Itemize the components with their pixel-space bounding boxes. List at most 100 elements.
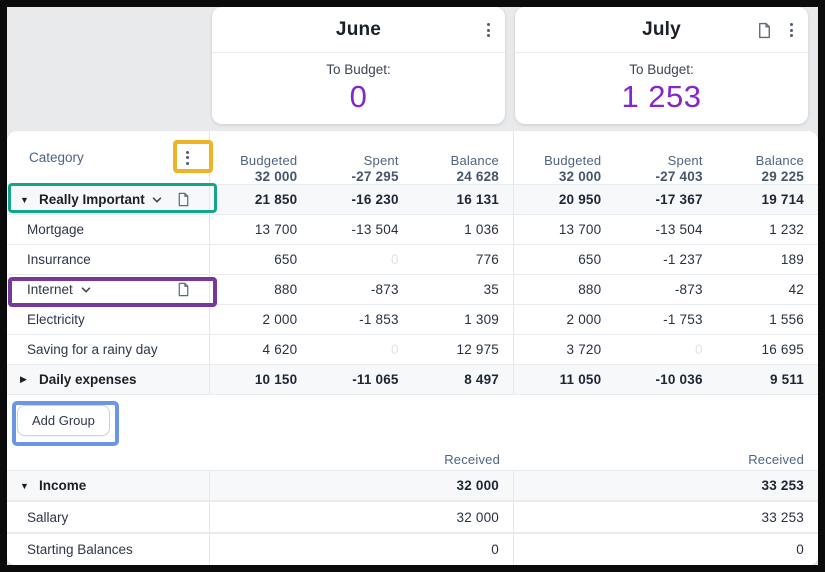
july-spent-header: Spent -27 403 xyxy=(655,153,703,184)
table-header-row: Category Budgeted 32 000 Spent -27 295 B… xyxy=(7,131,818,185)
cell-june-budgeted[interactable]: 13 700 xyxy=(254,222,298,237)
chevron-down-icon[interactable] xyxy=(151,194,163,206)
cell-july-balance[interactable]: 19 714 xyxy=(761,192,804,207)
cell-july-budgeted[interactable]: 11 050 xyxy=(559,372,602,387)
table-row-internet[interactable]: Internet 880 -873 35 880 -873 42 xyxy=(7,275,818,305)
cell-july-budgeted[interactable]: 880 xyxy=(578,282,602,297)
cell-june-balance[interactable]: 1 309 xyxy=(413,305,514,334)
table-row-saving[interactable]: Saving for a rainy day 4 620 0 12 975 3 … xyxy=(7,335,818,365)
note-icon[interactable] xyxy=(756,22,773,39)
cell-july-budgeted[interactable]: 20 950 xyxy=(558,192,602,207)
cell-july-spent[interactable]: 0 xyxy=(694,342,703,357)
cell-july-balance[interactable]: 9 511 xyxy=(769,372,804,387)
cell-july-spent[interactable]: -1 753 xyxy=(663,312,703,327)
cell-june-spent[interactable]: -1 853 xyxy=(359,312,399,327)
cell-july-budgeted[interactable]: 650 xyxy=(578,252,602,267)
cell-june-received[interactable]: 32 000 xyxy=(413,502,514,532)
cell-june-spent[interactable]: -873 xyxy=(370,282,399,297)
cell-june-spent[interactable]: -13 504 xyxy=(351,222,399,237)
month-card-july: July To Budget: 1 253 xyxy=(515,7,808,124)
cell-june-budgeted[interactable]: 650 xyxy=(274,252,298,267)
table-row-sallary[interactable]: Sallary 32 000 33 253 xyxy=(7,501,818,533)
month-menu-kebab-icon[interactable] xyxy=(787,20,796,40)
cell-july-budgeted[interactable]: 3 720 xyxy=(566,342,602,357)
cell-june-balance[interactable]: 1 036 xyxy=(413,215,514,244)
row-label: Income xyxy=(39,478,87,493)
cell-july-spent[interactable]: -1 237 xyxy=(663,252,703,267)
month-menu-kebab-icon[interactable] xyxy=(484,20,493,40)
cell-june-spent[interactable]: 0 xyxy=(390,342,399,357)
cell-june-budgeted[interactable]: 10 150 xyxy=(254,372,298,387)
row-label: Insurrance xyxy=(27,252,91,267)
june-spent-header: Spent -27 295 xyxy=(351,153,399,184)
row-label: Internet xyxy=(27,282,73,297)
cell-june-spent[interactable]: 0 xyxy=(390,252,399,267)
cell-july-balance[interactable]: 1 232 xyxy=(769,222,804,237)
month-title: July xyxy=(642,18,681,40)
row-label: Electricity xyxy=(27,312,85,327)
cell-june-balance[interactable]: 776 xyxy=(413,245,514,274)
cell-june-budgeted[interactable]: 4 620 xyxy=(262,342,298,357)
table-row-insurrance[interactable]: Insurrance 650 0 776 650 -1 237 189 xyxy=(7,245,818,275)
budget-table: Category Budgeted 32 000 Spent -27 295 B… xyxy=(7,131,818,565)
cell-june-balance[interactable]: 35 xyxy=(413,275,514,304)
note-icon[interactable] xyxy=(176,282,191,297)
row-label: Really Important xyxy=(39,192,145,207)
to-budget-label: To Budget: xyxy=(629,61,694,77)
expand-triangle-icon[interactable]: ▶ xyxy=(20,374,27,384)
cell-june-balance[interactable]: 16 131 xyxy=(413,185,514,214)
cell-june-budgeted[interactable]: 2 000 xyxy=(262,312,298,327)
cell-june-balance[interactable]: 12 975 xyxy=(413,335,514,364)
cell-july-budgeted[interactable]: 2 000 xyxy=(566,312,602,327)
july-balance-header: Balance 29 225 xyxy=(755,153,804,184)
cell-july-spent[interactable]: -17 367 xyxy=(655,192,703,207)
table-row-income[interactable]: ▼ Income 32 000 33 253 xyxy=(7,470,818,501)
month-card-june-body: To Budget: 0 xyxy=(212,53,505,123)
category-menu-kebab-icon[interactable] xyxy=(183,148,192,168)
cell-july-received[interactable]: 33 253 xyxy=(761,509,804,525)
month-card-june: June To Budget: 0 xyxy=(212,7,505,124)
chevron-down-icon[interactable] xyxy=(80,284,92,296)
cell-july-balance[interactable]: 16 695 xyxy=(761,342,804,357)
month-title: June xyxy=(335,18,382,40)
cell-july-received[interactable]: 0 xyxy=(796,542,804,557)
budget-app: June To Budget: 0 July To Budget: 1 253 xyxy=(7,7,818,565)
cell-july-budgeted[interactable]: 13 700 xyxy=(558,222,602,237)
cell-june-received[interactable]: 32 000 xyxy=(413,471,514,500)
table-row-starting-balances[interactable]: Starting Balances 0 0 xyxy=(7,533,818,565)
table-row-mortgage[interactable]: Mortgage 13 700 -13 504 1 036 13 700 -13… xyxy=(7,215,818,245)
cell-june-spent[interactable]: -11 065 xyxy=(352,372,399,387)
cell-june-budgeted[interactable]: 21 850 xyxy=(254,192,298,207)
collapse-triangle-icon[interactable]: ▼ xyxy=(20,194,29,205)
note-icon[interactable] xyxy=(176,192,191,207)
month-card-july-body: To Budget: 1 253 xyxy=(515,53,808,123)
cell-june-received[interactable]: 0 xyxy=(413,534,514,565)
table-row-daily-expenses[interactable]: ▶ Daily expenses 10 150 -11 065 8 497 11… xyxy=(7,365,818,395)
add-group-button[interactable]: Add Group xyxy=(17,404,110,436)
cell-july-balance[interactable]: 1 556 xyxy=(769,312,804,327)
table-row-electricity[interactable]: Electricity 2 000 -1 853 1 309 2 000 -1 … xyxy=(7,305,818,335)
category-header-label: Category xyxy=(29,150,84,165)
table-row-really-important[interactable]: ▼ Really Important 21 850 -16 230 16 131… xyxy=(7,185,818,215)
cell-july-balance[interactable]: 189 xyxy=(780,252,804,267)
july-received-header: Received xyxy=(748,452,804,467)
to-budget-value[interactable]: 1 253 xyxy=(621,78,702,114)
row-label: Saving for a rainy day xyxy=(27,342,158,357)
cell-july-spent[interactable]: -873 xyxy=(674,282,703,297)
cell-july-spent[interactable]: -10 036 xyxy=(655,372,703,387)
july-budgeted-header: Budgeted 32 000 xyxy=(544,153,602,184)
june-budgeted-header: Budgeted 32 000 xyxy=(240,153,298,184)
cell-july-balance[interactable]: 42 xyxy=(788,282,804,297)
to-budget-value[interactable]: 0 xyxy=(349,78,368,114)
row-label: Daily expenses xyxy=(39,372,137,387)
add-group-row: Add Group xyxy=(7,395,818,445)
received-header-row: Received Received xyxy=(7,445,818,470)
cell-june-balance[interactable]: 8 497 xyxy=(413,365,514,394)
cell-june-spent[interactable]: -16 230 xyxy=(351,192,399,207)
cell-july-received[interactable]: 33 253 xyxy=(761,478,804,493)
june-received-header: Received xyxy=(444,452,500,467)
cell-june-budgeted[interactable]: 880 xyxy=(274,282,298,297)
collapse-triangle-icon[interactable]: ▼ xyxy=(20,480,29,491)
cell-july-spent[interactable]: -13 504 xyxy=(655,222,703,237)
